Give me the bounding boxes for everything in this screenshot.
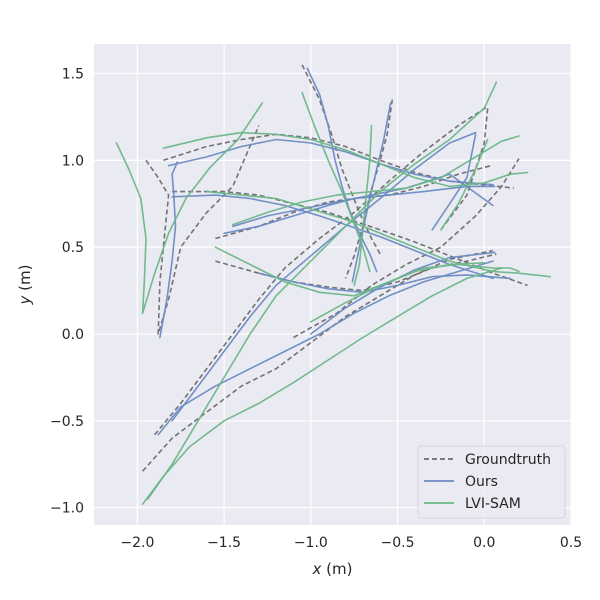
y-tick-label: 0.0 [62, 327, 84, 343]
trajectory-line [257, 272, 512, 294]
y-tick-label: −1.0 [50, 501, 84, 517]
trajectory-line [141, 267, 503, 506]
tick-labels: −2.0 −1.5 −1.0 −0.5 0.0 0.5 −1.0 −0.5 0.0 0.5 1.0 1… [50, 67, 582, 551]
trajectory-line [440, 108, 489, 231]
x-tick-label: −0.5 [381, 535, 415, 551]
y-axis-label: y (m) [16, 265, 34, 306]
trajectory-line [163, 133, 514, 189]
series-lvi-sam [115, 81, 552, 506]
trajectory-line [309, 261, 486, 323]
trajectory-line [301, 64, 381, 255]
y-tick-label: −0.5 [50, 414, 84, 430]
trajectory-line [171, 131, 477, 422]
legend-label: Ours [465, 474, 498, 490]
x-axis-label: x (m) [312, 560, 353, 578]
x-tick-label: −1.5 [207, 535, 241, 551]
x-tick-label: −1.0 [294, 535, 328, 551]
trajectory-line [171, 194, 494, 280]
x-tick-label: 0.5 [560, 535, 582, 551]
trajectory-line [293, 158, 520, 339]
legend-label: Groundtruth [465, 452, 551, 468]
trajectory-line [159, 161, 179, 339]
legend: Groundtruth Ours LVI-SAM [417, 445, 566, 519]
trajectory-line [353, 124, 373, 287]
legend-box [417, 445, 566, 519]
trajectory-line [141, 102, 264, 315]
y-tick-label: 0.5 [62, 240, 84, 256]
x-tick-label: 0.0 [473, 535, 495, 551]
trajectory-line [440, 138, 489, 231]
trajectory-line [115, 142, 147, 315]
plot-background [94, 44, 571, 525]
legend-label: LVI-SAM [465, 496, 521, 512]
trajectory-line [205, 190, 552, 278]
y-tick-label: 1.5 [62, 67, 84, 83]
trajectory-line [147, 81, 498, 500]
series-layer [115, 64, 552, 506]
trajectory-line [162, 131, 529, 188]
trajectory-line [232, 135, 520, 226]
y-tick-label: 1.0 [62, 153, 84, 169]
trajectory-line [306, 67, 378, 273]
x-tick-label: −2.0 [120, 535, 154, 551]
trajectory-line [145, 125, 260, 335]
trajectory-line [142, 249, 494, 472]
trajectory-line [167, 138, 494, 186]
trajectory-line [154, 105, 489, 436]
trajectory-line [351, 102, 392, 283]
trajectory-line [301, 91, 371, 273]
trajectory-line [157, 260, 494, 436]
trajectory-line [431, 133, 477, 231]
